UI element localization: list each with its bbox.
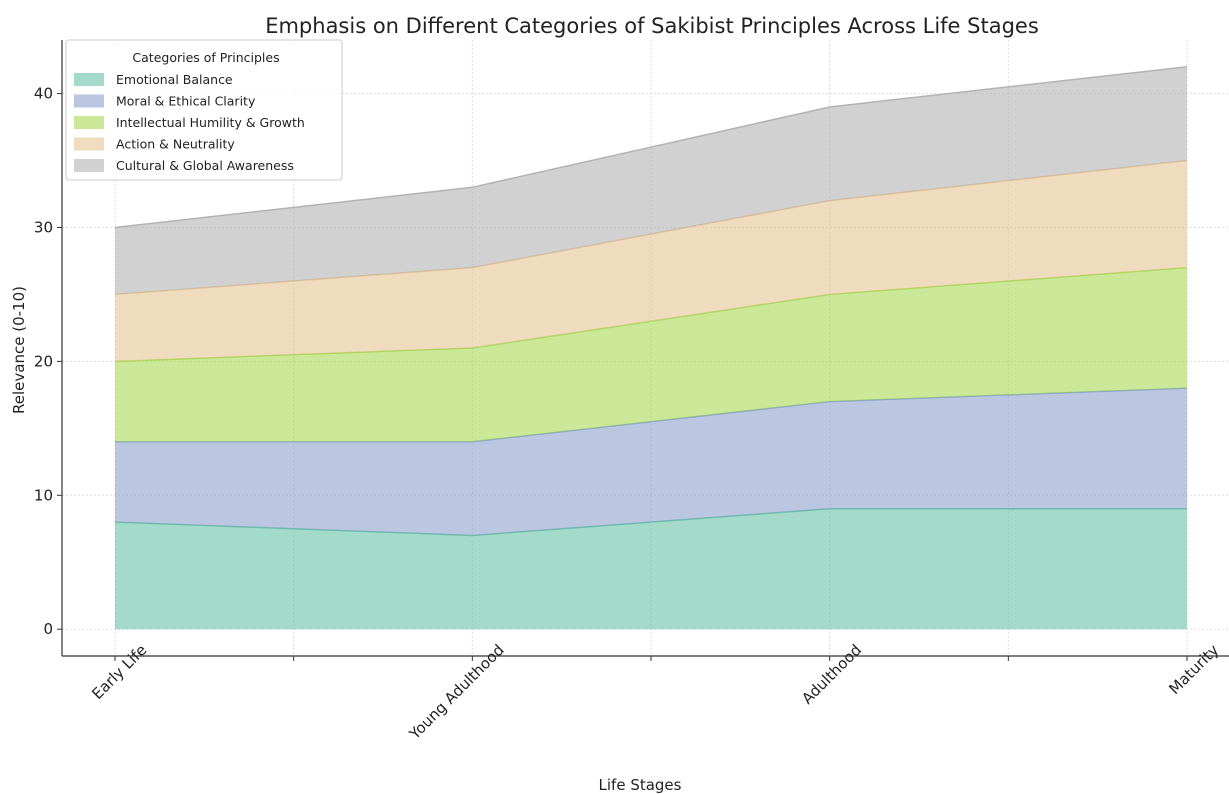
legend-entry-label: Moral & Ethical Clarity — [116, 94, 256, 109]
area-3 — [115, 160, 1187, 362]
y-tick-label: 20 — [34, 352, 53, 370]
legend-swatch — [74, 94, 104, 108]
area-2 — [115, 267, 1187, 442]
x-tick-label: Maturity — [1165, 641, 1222, 698]
y-tick-label: 30 — [34, 218, 53, 236]
area-edge-3 — [114, 159, 1188, 296]
legend-title: Categories of Principles — [132, 50, 279, 65]
legend-swatch — [74, 137, 104, 151]
legend-entry-label: Action & Neutrality — [116, 137, 235, 152]
area-1 — [115, 388, 1187, 536]
area-0 — [115, 508, 1187, 630]
area-4 — [115, 66, 1187, 295]
x-tick-label: Adulthood — [798, 641, 865, 708]
legend-swatch — [74, 159, 104, 172]
y-tick-label: 0 — [43, 620, 53, 638]
legend-swatch — [74, 73, 104, 86]
y-axis-label: Relevance (0-10) — [10, 286, 28, 414]
x-tick-label: Early Life — [88, 641, 150, 703]
area-series-group — [114, 66, 1188, 630]
legend: Categories of Principles Emotional Balan… — [65, 39, 343, 181]
legend-swatch — [74, 116, 104, 129]
legend-entry-label: Emotional Balance — [116, 72, 233, 87]
legend-box — [65, 39, 343, 181]
area-edge-4 — [114, 66, 1188, 229]
chart-title: Emphasis on Different Categories of Saki… — [265, 14, 1039, 38]
y-tick-label: 10 — [34, 486, 53, 504]
x-axis-label: Life Stages — [599, 776, 682, 794]
legend-entry-label: Intellectual Humility & Growth — [116, 115, 305, 130]
legend-entry-label: Cultural & Global Awareness — [116, 158, 294, 173]
y-tick-label: 40 — [34, 85, 53, 103]
